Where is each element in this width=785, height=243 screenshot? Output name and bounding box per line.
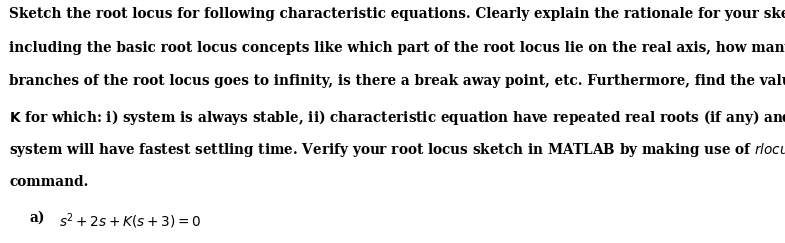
Text: $s^2 + 2s + K(s + 3) = 0$: $s^2 + 2s + K(s + 3) = 0$ [59,211,201,231]
Text: a): a) [30,211,46,225]
Text: branches of the root locus goes to infinity, is there a break away point, etc. F: branches of the root locus goes to infin… [9,74,785,88]
Text: command.: command. [9,175,89,189]
Text: $\mathbf{K}$ for which: i) system is always stable, ii) characteristic equation : $\mathbf{K}$ for which: i) system is alw… [9,108,785,127]
Text: Sketch the root locus for following characteristic equations. Clearly explain th: Sketch the root locus for following char… [9,7,785,21]
Text: system will have fastest settling time. Verify your root locus sketch in MATLAB : system will have fastest settling time. … [9,141,785,159]
Text: including the basic root locus concepts like which part of the root locus lie on: including the basic root locus concepts … [9,41,785,55]
